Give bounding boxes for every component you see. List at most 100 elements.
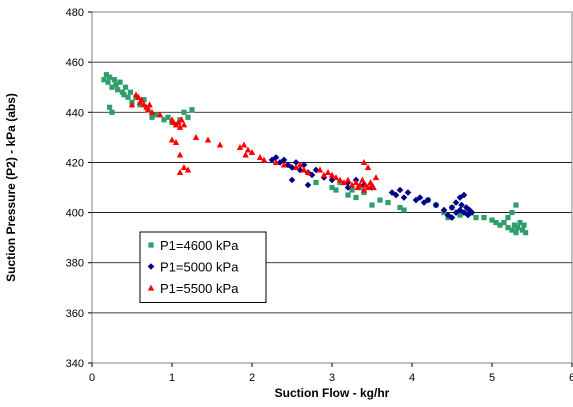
data-point-diamond [288, 176, 296, 184]
data-point-square [123, 84, 129, 90]
data-point-square [353, 194, 359, 201]
axis-ticks: 340 360 380 400 420 440 460 480 0 1 2 3 4 5 6 [66, 7, 573, 384]
data-point-triangle [352, 179, 360, 186]
data-point-triangle [146, 101, 153, 108]
data-point-square [149, 114, 155, 120]
data-point-triangle [180, 164, 188, 171]
data-point-triangle [244, 146, 252, 153]
data-point-triangle [176, 169, 184, 176]
data-point-square [313, 179, 319, 186]
data-point-triangle [176, 123, 184, 130]
data-point-diamond [420, 199, 428, 206]
data-point-square [473, 214, 479, 221]
data-point-triangle [360, 186, 368, 193]
data-point-diamond [468, 209, 476, 216]
data-point-triangle [138, 96, 145, 103]
data-point-square [161, 117, 167, 123]
data-point-square [511, 222, 517, 228]
data-point-triangle [360, 159, 368, 166]
data-point-diamond [300, 161, 308, 169]
data-point-diamond [448, 214, 456, 221]
data-point-triangle [204, 136, 212, 143]
data-point-square [505, 225, 511, 231]
data-point-square [523, 230, 529, 236]
data-point-triangle [242, 151, 249, 158]
data-point-diamond [452, 199, 460, 206]
x-tick-label: 2 [249, 372, 255, 384]
data-point-diamond [304, 181, 312, 189]
x-tick-label: 4 [409, 372, 415, 384]
data-point-square [513, 230, 519, 236]
data-point-triangle [296, 161, 304, 168]
data-point-triangle [359, 176, 366, 183]
data-point-square [377, 197, 383, 203]
data-point-diamond [452, 209, 460, 216]
data-point-diamond [400, 194, 408, 201]
y-tick-label: 480 [66, 7, 84, 19]
data-point-square [329, 184, 335, 191]
data-point-triangle [364, 164, 372, 171]
y-tick-label: 400 [66, 208, 84, 220]
data-point-square [513, 202, 519, 208]
data-point-square [385, 199, 391, 206]
data-point-diamond [456, 206, 464, 214]
data-point-triangle [135, 93, 142, 100]
data-point-triangle [324, 169, 332, 176]
data-point-square [141, 97, 147, 103]
data-point-square [181, 109, 187, 115]
data-point-triangle [144, 106, 152, 113]
data-point-triangle [348, 181, 356, 188]
y-tick-label: 420 [66, 157, 84, 169]
data-point-square [369, 202, 375, 208]
data-point-square [105, 79, 111, 85]
data-point-triangle [256, 154, 264, 161]
data-point-square [349, 187, 355, 193]
data-point-triangle [168, 136, 176, 143]
data-point-diamond [268, 156, 276, 164]
y-tick-label: 340 [66, 358, 84, 370]
data-point-square [333, 187, 339, 193]
data-point-square [509, 227, 515, 233]
data-point-square [505, 214, 511, 221]
data-point-diamond [460, 191, 468, 199]
legend-box [139, 231, 267, 303]
data-point-square [113, 82, 119, 88]
data-point-square [101, 77, 107, 83]
data-point-triangle [184, 166, 192, 173]
y-tick-label: 380 [66, 258, 84, 270]
data-point-diamond [432, 201, 440, 209]
data-point-square [127, 89, 133, 95]
data-point-square [489, 217, 495, 223]
x-axis-title: Suction Flow - kg/hr [275, 386, 390, 400]
data-point-square [515, 225, 521, 231]
data-point-diamond [416, 194, 424, 201]
data-point-triangle [180, 121, 188, 128]
x-tick-label: 0 [89, 372, 95, 384]
data-point-triangle [300, 166, 308, 173]
data-point-diamond [412, 196, 420, 204]
data-point-triangle [344, 176, 352, 183]
data-point-triangle [304, 169, 312, 176]
data-point-diamond [466, 206, 473, 214]
data-point-triangle [370, 184, 377, 191]
data-point-square [107, 74, 113, 80]
data-point-square [345, 192, 351, 198]
y-tick-label: 360 [66, 308, 84, 320]
data-point-diamond [288, 164, 296, 171]
data-point-triangle [192, 133, 200, 140]
legend: P1=4600 kPa P1=5000 kPa P1=5500 kPa [139, 231, 267, 303]
data-point-square [397, 204, 403, 211]
data-point-square [519, 227, 525, 233]
data-point-triangle [216, 141, 224, 148]
data-point-triangle [332, 174, 340, 181]
data-point-diamond [424, 196, 432, 204]
data-point-triangle [336, 176, 344, 183]
data-point-diamond [276, 159, 284, 166]
data-point-triangle [128, 101, 136, 108]
data-point-triangle [328, 171, 336, 178]
data-point-diamond [344, 184, 352, 191]
data-point-triangle [248, 149, 256, 155]
data-point-square [165, 114, 171, 120]
data-point-square [115, 87, 121, 93]
